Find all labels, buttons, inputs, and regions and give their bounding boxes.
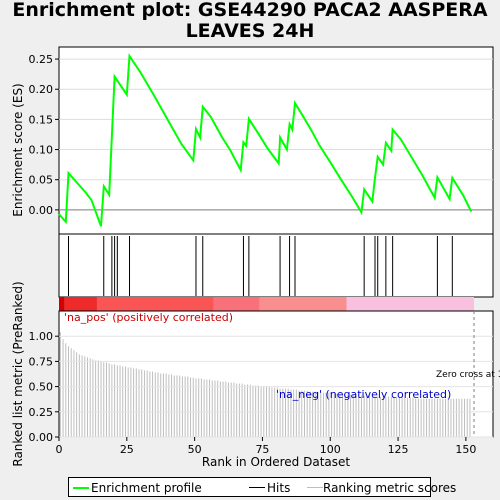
legend: Enrichment profile Hits Ranking metric s… [68, 477, 456, 497]
hits-panel [58, 233, 494, 298]
legend-label-hits: Hits [267, 481, 291, 495]
rank-x-tick-label: 50 [188, 443, 202, 456]
rank-y-tick-label: 0.00 [29, 431, 54, 444]
negative-label: 'na_neg' (negatively correlated) [276, 388, 451, 401]
zero-cross-label: Zero cross at 153 [436, 370, 500, 380]
chart-title: Enrichment plot: GSE44290 PACA2 AASPERA … [12, 0, 488, 42]
rank-x-tick-label: 125 [388, 443, 409, 456]
rank-x-tick-label: 0 [56, 443, 63, 456]
rank-x-tick-label: 25 [120, 443, 134, 456]
es-y-tick-label: 0.20 [29, 83, 54, 96]
color-bar-segment [59, 297, 65, 311]
es-y-tick-label: 0.25 [29, 53, 54, 66]
legend-swatch-ranking [307, 487, 323, 488]
es-y-tick-label: 0.15 [29, 113, 54, 126]
ranking-panel [58, 310, 494, 438]
rank-y-tick-label: 0.75 [29, 355, 54, 368]
color-bar-segment [213, 297, 260, 311]
color-bar-segment [259, 297, 347, 311]
es-panel [58, 46, 494, 235]
color-bar-segment [96, 297, 214, 311]
rank-y-tick-label: 0.50 [29, 381, 54, 394]
color-bar [59, 297, 475, 311]
legend-swatch-enrichment [73, 487, 89, 489]
rank-y-axis-label: Ranked list metric (PreRanked) [11, 281, 25, 466]
rank-x-tick-label: 75 [255, 443, 269, 456]
rank-x-axis-label: Rank in Ordered Dataset [202, 455, 350, 469]
rank-y-tick-label: 1.00 [29, 330, 54, 343]
legend-swatch-hits [249, 487, 265, 488]
positive-label: 'na_pos' (positively correlated) [64, 311, 233, 324]
color-bar-segment [346, 297, 475, 311]
color-bar-segment [64, 297, 97, 311]
legend-label-ranking: Ranking metric scores [323, 481, 457, 495]
rank-x-tick-label: 100 [320, 443, 341, 456]
es-y-axis-label: Enrichment score (ES) [11, 83, 25, 216]
es-y-tick-label: 0.10 [29, 144, 54, 157]
rank-x-tick-label: 150 [455, 443, 476, 456]
enrichment-profile-line [58, 53, 473, 227]
es-y-tick-label: 0.00 [29, 204, 54, 217]
es-y-tick-label: 0.05 [29, 174, 54, 187]
legend-label-enrichment: Enrichment profile [91, 481, 202, 495]
rank-y-tick-label: 0.25 [29, 406, 54, 419]
